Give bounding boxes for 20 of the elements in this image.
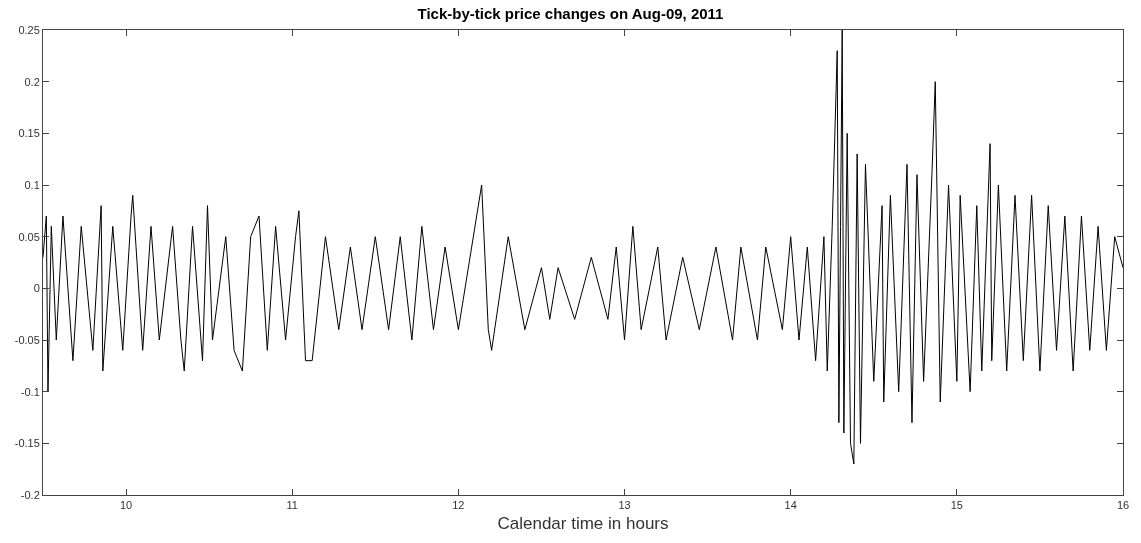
y-tick-label: 0.1: [24, 178, 40, 191]
x-tick-label: 12: [452, 499, 465, 512]
chart-title: Tick-by-tick price changes on Aug-09, 2011: [417, 4, 724, 22]
line-series: [43, 30, 1123, 465]
x-tick-label: 13: [618, 499, 631, 512]
y-tick-label: 0.2: [24, 75, 40, 88]
y-tick-label: 0.05: [18, 230, 40, 243]
x-tick-label: 11: [286, 499, 298, 512]
y-tick-label: -0.05: [14, 333, 40, 346]
y-tick-label: -0.15: [14, 437, 40, 450]
y-tick-label: -0.1: [20, 385, 40, 398]
x-axis-title: Calendar time in hours: [497, 513, 669, 533]
x-tick-label: 10: [119, 499, 133, 512]
x-tick-label: 15: [950, 499, 963, 512]
x-tick-label: 14: [784, 499, 797, 512]
x-tick-label: 16: [1116, 499, 1130, 512]
y-tick-label: 0: [33, 282, 40, 295]
y-tick-label: 0.15: [18, 127, 40, 140]
y-tick-label: -0.2: [20, 488, 40, 501]
y-tick-label: 0.25: [18, 23, 40, 36]
